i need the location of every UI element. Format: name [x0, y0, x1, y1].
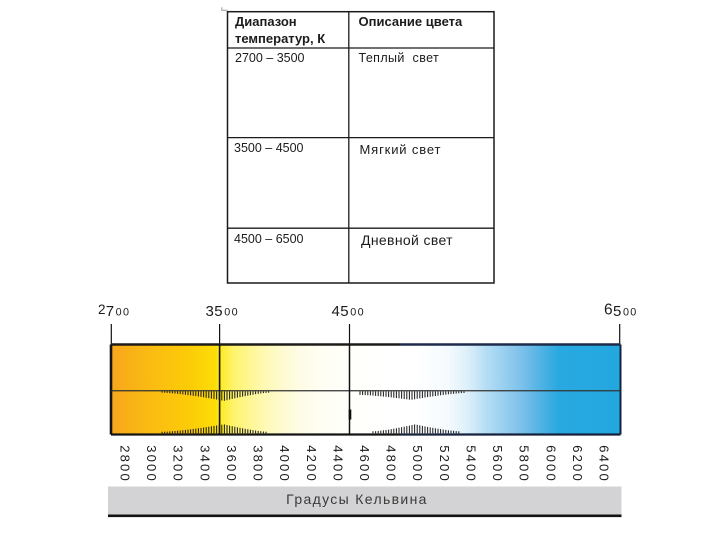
svg-text:3400: 3400 — [197, 445, 212, 483]
svg-text:5600: 5600 — [490, 445, 505, 483]
svg-text:0: 0 — [123, 307, 129, 319]
svg-text:5: 5 — [613, 303, 621, 320]
svg-text:3000: 3000 — [144, 445, 159, 483]
svg-text:4600: 4600 — [357, 445, 372, 483]
svg-text:температур, К: температур, К — [235, 31, 325, 46]
svg-text:0: 0 — [630, 307, 636, 319]
svg-text:4200: 4200 — [304, 445, 319, 483]
svg-text:4400: 4400 — [330, 445, 345, 483]
svg-text:Мягкий свет: Мягкий свет — [360, 142, 442, 157]
svg-text:Описание цвета: Описание цвета — [359, 14, 463, 29]
svg-text:4000: 4000 — [277, 445, 292, 483]
svg-text:4: 4 — [332, 303, 340, 320]
svg-text:5200: 5200 — [437, 445, 452, 483]
svg-text:0: 0 — [116, 307, 122, 319]
svg-text:2700 – 3500: 2700 – 3500 — [235, 51, 305, 65]
svg-text:0: 0 — [623, 307, 629, 319]
svg-text:Теплый свет: Теплый свет — [359, 51, 440, 65]
svg-text:4800: 4800 — [384, 445, 399, 483]
svg-text:6200: 6200 — [570, 445, 585, 483]
svg-text:3500 – 4500: 3500 – 4500 — [234, 141, 304, 155]
svg-text:3200: 3200 — [171, 445, 186, 483]
svg-text:0: 0 — [358, 307, 364, 319]
svg-text:6400: 6400 — [596, 445, 611, 483]
svg-text:6000: 6000 — [543, 445, 558, 483]
svg-text:3600: 3600 — [224, 445, 239, 483]
svg-text:0: 0 — [232, 307, 238, 319]
svg-text:3: 3 — [206, 303, 214, 320]
svg-text:7: 7 — [106, 303, 114, 320]
svg-text:6: 6 — [604, 301, 613, 318]
svg-text:2800: 2800 — [118, 445, 133, 483]
svg-text:5800: 5800 — [517, 445, 532, 483]
svg-text:5: 5 — [340, 303, 348, 320]
svg-text:3800: 3800 — [251, 445, 266, 483]
svg-text:0: 0 — [224, 307, 230, 319]
svg-text:5400: 5400 — [463, 445, 478, 483]
svg-text:5: 5 — [214, 303, 222, 320]
svg-text:Диапазон: Диапазон — [235, 14, 297, 29]
svg-text:0: 0 — [350, 307, 356, 319]
svg-text:Градусы Кельвина: Градусы Кельвина — [286, 491, 428, 507]
svg-text:4500 – 6500: 4500 – 6500 — [234, 232, 304, 246]
svg-text:2: 2 — [98, 302, 106, 317]
svg-text:5000: 5000 — [410, 445, 425, 483]
svg-text:Дневной свет: Дневной свет — [361, 232, 453, 248]
